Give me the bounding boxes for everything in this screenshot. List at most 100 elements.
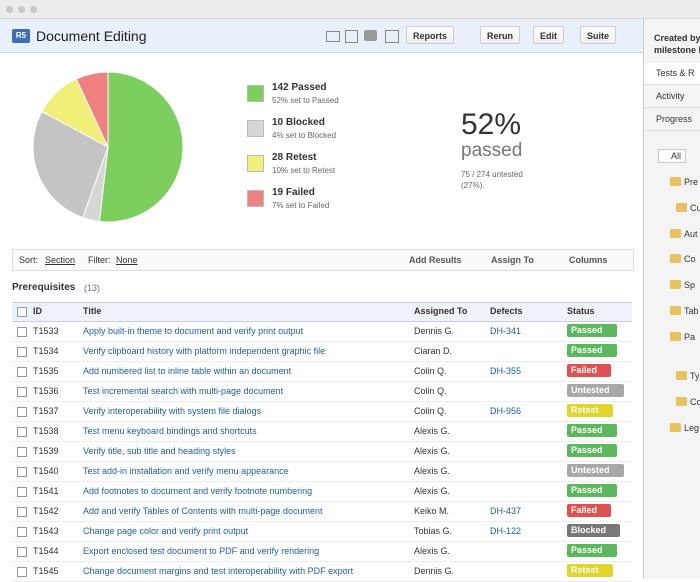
assignee: Alexis G. bbox=[414, 466, 451, 476]
test-title[interactable]: Test menu keyboard bindings and shortcut… bbox=[83, 426, 257, 436]
row bbox=[12, 541, 632, 562]
test-title[interactable]: Verify title, sub title and heading styl… bbox=[83, 446, 236, 456]
tab[interactable]: Progress bbox=[644, 109, 700, 131]
status[interactable]: Untested bbox=[567, 464, 624, 477]
status[interactable]: Passed bbox=[567, 484, 617, 497]
icon[interactable] bbox=[326, 31, 340, 42]
test-id: T1535 bbox=[33, 366, 59, 376]
header: R5 Document Editing Reports Rerun Edit Suit… bbox=[0, 19, 643, 53]
test-id: T1533 bbox=[33, 326, 59, 336]
assignee: Colin Q. bbox=[414, 386, 447, 396]
column-header[interactable]: Assigned To bbox=[414, 306, 468, 316]
icon[interactable] bbox=[385, 30, 399, 43]
percent: 52% bbox=[461, 108, 522, 141]
test-title[interactable]: Export enclosed test document to PDF and… bbox=[83, 546, 320, 556]
checkbox[interactable] bbox=[17, 307, 27, 317]
checkbox[interactable] bbox=[17, 487, 27, 497]
status[interactable]: Passed bbox=[567, 324, 617, 337]
defect[interactable]: DH-355 bbox=[490, 366, 522, 376]
checkbox[interactable] bbox=[17, 547, 27, 557]
status[interactable]: Passed bbox=[567, 344, 617, 357]
legend-sub: 7% set to Failed bbox=[272, 201, 330, 210]
defect[interactable]: DH-956 bbox=[490, 406, 522, 416]
legend-label: 28 Retest bbox=[272, 152, 317, 163]
test-title[interactable]: Test add-in installation and verify menu… bbox=[83, 466, 289, 476]
caption: passed bbox=[461, 140, 523, 161]
test-title[interactable]: Change document margins and test interop… bbox=[83, 566, 354, 576]
folder-icon bbox=[670, 280, 681, 290]
test-title[interactable]: Add and verify Tables of Contents with m… bbox=[83, 506, 323, 516]
defect[interactable]: DH-437 bbox=[490, 506, 522, 516]
test-title[interactable]: Apply built-in theme to document and ver… bbox=[83, 326, 304, 336]
legend-sub: 10% set to Retest bbox=[272, 166, 336, 175]
test-title[interactable]: Change page color and verify print outpu… bbox=[83, 526, 249, 536]
defect[interactable]: DH-122 bbox=[490, 526, 522, 536]
test-title[interactable]: Add numbered list to inline table within… bbox=[83, 366, 292, 376]
status[interactable]: Failed bbox=[567, 504, 612, 517]
sort[interactable]: Section bbox=[45, 255, 76, 265]
row bbox=[12, 421, 632, 442]
folder[interactable]: Pa bbox=[684, 331, 696, 342]
folder[interactable]: Leg bbox=[684, 422, 700, 433]
toolbar-button[interactable]: Columns bbox=[569, 255, 608, 265]
checkbox[interactable] bbox=[17, 407, 27, 417]
test-title[interactable]: Verify clipboard history with platform i… bbox=[83, 346, 326, 356]
checkbox[interactable] bbox=[17, 367, 27, 377]
header-button[interactable]: Edit bbox=[533, 26, 564, 44]
checkbox[interactable] bbox=[17, 447, 27, 457]
row bbox=[12, 441, 632, 462]
defect[interactable]: DH-341 bbox=[490, 326, 522, 336]
status[interactable]: Passed bbox=[567, 444, 617, 457]
row bbox=[12, 521, 632, 542]
status[interactable]: Retest bbox=[567, 564, 613, 577]
toolbar-button[interactable]: Assign To bbox=[491, 255, 534, 265]
folder[interactable]: Typ bbox=[690, 371, 700, 382]
status[interactable]: Passed bbox=[567, 544, 617, 557]
folder[interactable]: Tab bbox=[684, 305, 699, 316]
icon[interactable] bbox=[345, 30, 358, 43]
row bbox=[12, 381, 632, 402]
folder[interactable]: Sp bbox=[684, 280, 696, 291]
status[interactable]: Retest bbox=[567, 404, 613, 417]
header-button[interactable]: Suite bbox=[580, 26, 617, 44]
checkbox[interactable] bbox=[17, 347, 27, 357]
checkbox[interactable] bbox=[17, 387, 27, 397]
column-header[interactable]: ID bbox=[33, 306, 42, 316]
filter[interactable]: None bbox=[116, 255, 138, 265]
header-button[interactable]: Reports bbox=[406, 26, 455, 44]
folder[interactable]: Co bbox=[690, 397, 700, 408]
sidebar: Created by milestone I Tests & R Activity… bbox=[643, 19, 700, 579]
status[interactable]: Blocked bbox=[567, 524, 621, 537]
row bbox=[12, 321, 632, 342]
checkbox[interactable] bbox=[17, 507, 27, 517]
folder[interactable]: Pre bbox=[684, 177, 699, 187]
tab[interactable]: Tests & R bbox=[644, 63, 700, 85]
checkbox[interactable] bbox=[17, 327, 27, 337]
header-button[interactable]: Rerun bbox=[480, 26, 521, 44]
test-id: T1540 bbox=[33, 466, 59, 476]
status[interactable]: Failed bbox=[567, 364, 612, 377]
column-header[interactable]: Title bbox=[83, 306, 102, 316]
folder[interactable]: Aut bbox=[684, 228, 698, 239]
checkbox[interactable] bbox=[17, 527, 27, 537]
tab[interactable]: Activity bbox=[644, 86, 700, 108]
test-title[interactable]: Verify interoperability with system file… bbox=[83, 406, 262, 416]
folder[interactable]: Cu bbox=[690, 202, 700, 213]
column-header[interactable]: Defects bbox=[490, 306, 523, 316]
folder[interactable]: Co bbox=[684, 254, 696, 265]
test-title[interactable]: Add footnotes to document and verify foo… bbox=[83, 486, 313, 496]
folder-icon bbox=[676, 397, 687, 407]
toolbar-button[interactable]: Add Results bbox=[409, 255, 462, 265]
test-title[interactable]: Test incremental search with multi-page … bbox=[83, 386, 284, 396]
status[interactable]: Passed bbox=[567, 424, 617, 437]
assignee: Keiko M. bbox=[414, 506, 450, 516]
checkbox[interactable] bbox=[17, 567, 27, 577]
checkbox[interactable] bbox=[17, 467, 27, 477]
status[interactable]: Untested bbox=[567, 384, 624, 397]
dot bbox=[18, 6, 25, 13]
filter[interactable]: All bbox=[658, 149, 687, 163]
checkbox[interactable] bbox=[17, 427, 27, 437]
icon[interactable] bbox=[364, 30, 377, 41]
column-header[interactable]: Status bbox=[567, 306, 595, 316]
